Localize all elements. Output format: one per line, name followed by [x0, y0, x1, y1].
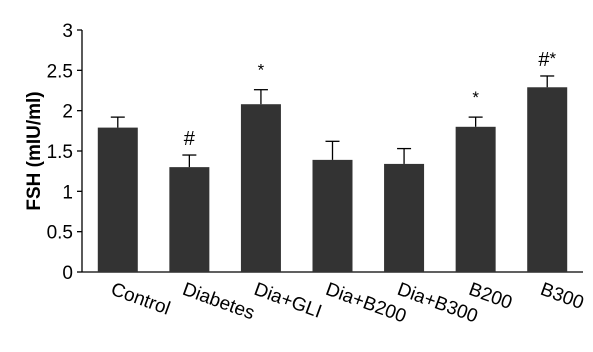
x-tick-label: Dia+GLI [251, 279, 324, 323]
bar [527, 87, 568, 272]
x-tick-label: Control [108, 279, 173, 320]
bar [455, 126, 496, 272]
x-tick-label: Diabetes [180, 279, 258, 324]
bar [384, 163, 425, 272]
x-tick-label: Dia+B200 [323, 279, 409, 327]
y-axis-title: FSH (mIU/ml) [24, 91, 45, 210]
y-tick-label: 2.5 [47, 61, 73, 82]
significance-marker: #* [538, 49, 556, 71]
y-tick-label: 3 [62, 21, 73, 42]
bar [312, 159, 353, 272]
y-tick-label: 0.5 [47, 223, 73, 244]
bar [97, 127, 138, 273]
y-tick-label: 1.5 [47, 142, 73, 163]
significance-marker: * [472, 88, 479, 107]
significance-marker: # [184, 128, 196, 150]
significance-marker: * [258, 61, 265, 80]
bar [240, 104, 281, 272]
y-tick-label: 0 [62, 263, 73, 284]
x-tick-label: Dia+B300 [394, 279, 480, 327]
y-tick-label: 2 [62, 102, 73, 123]
bar [169, 167, 210, 272]
y-tick-label: 1 [62, 182, 73, 203]
x-tick-label: B300 [538, 279, 587, 314]
